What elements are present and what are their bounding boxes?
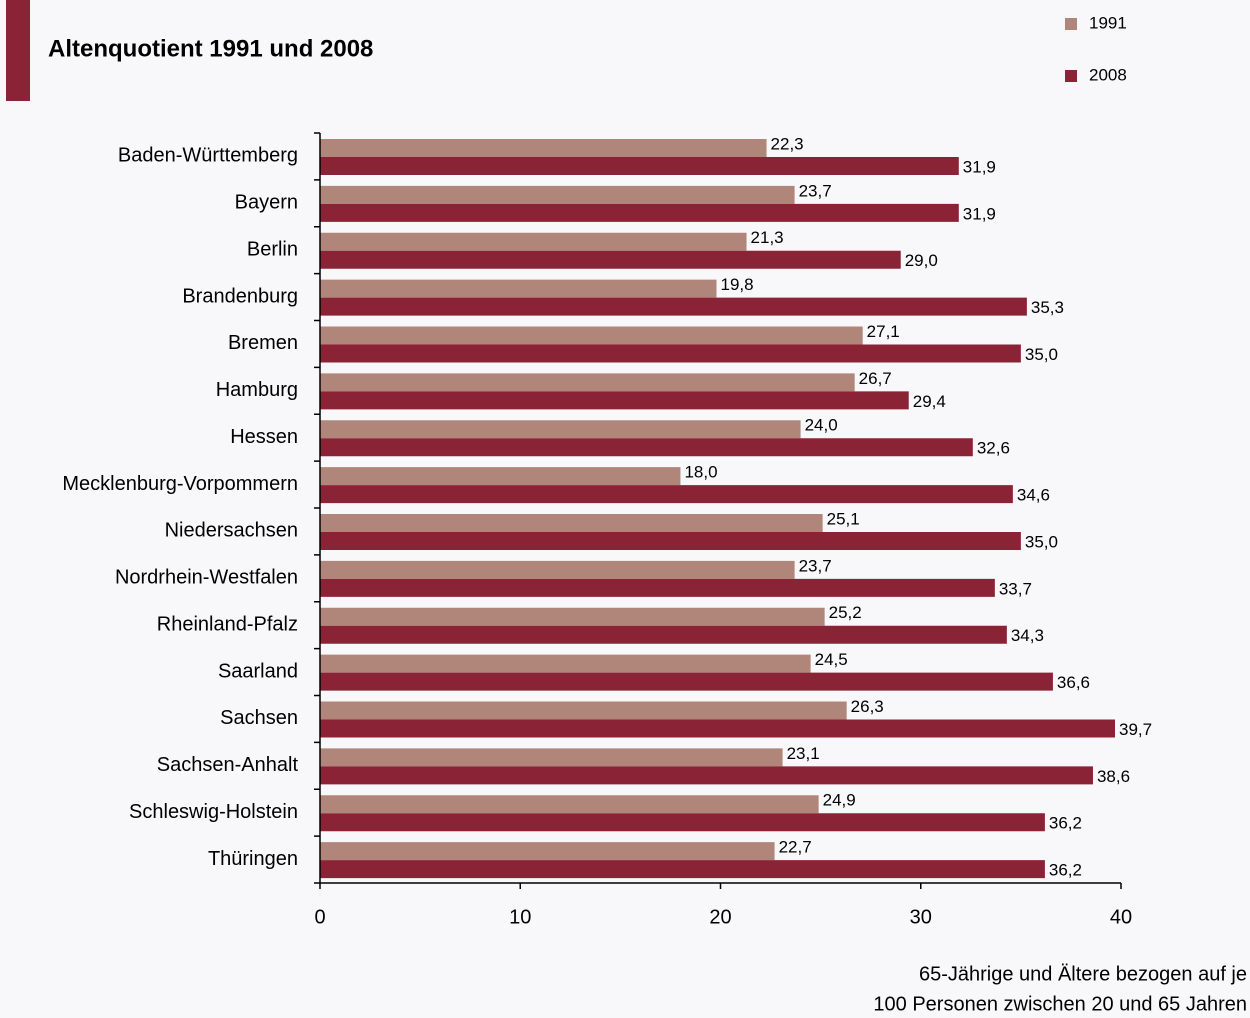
bar <box>320 438 973 457</box>
value-label: 26,7 <box>859 369 892 388</box>
y-tick-label: Bremen <box>228 332 298 354</box>
y-tick-label: Berlin <box>247 238 298 260</box>
x-tick-label: 10 <box>509 906 531 928</box>
bar <box>320 139 767 157</box>
bar <box>320 748 783 767</box>
bar <box>320 560 795 579</box>
value-label: 39,7 <box>1119 720 1152 739</box>
value-label: 23,7 <box>799 181 832 200</box>
value-label: 36,2 <box>1049 814 1082 833</box>
y-tick-label: Rheinland-Pfalz <box>157 613 298 635</box>
bar <box>320 795 819 814</box>
bar <box>320 185 795 204</box>
value-label: 34,3 <box>1011 626 1044 645</box>
y-tick-label: Thüringen <box>208 848 298 870</box>
y-tick-label: Baden-Württemberg <box>118 145 298 167</box>
value-label: 24,9 <box>823 791 856 810</box>
bar <box>320 485 1013 504</box>
value-label: 25,2 <box>829 603 862 622</box>
x-axis-label: 100 Personen zwischen 20 und 65 Jahren <box>873 993 1247 1015</box>
value-label: 21,3 <box>751 228 784 247</box>
bar <box>320 279 717 298</box>
value-label: 26,3 <box>851 697 884 716</box>
y-tick-label: Saarland <box>218 660 298 682</box>
bar <box>320 157 959 175</box>
bar <box>320 607 825 626</box>
value-label: 31,9 <box>963 157 996 176</box>
legend-swatch <box>1065 70 1077 82</box>
legend-label: 2008 <box>1089 65 1127 84</box>
bar <box>320 514 823 532</box>
value-label: 36,6 <box>1057 673 1090 692</box>
y-tick-label: Sachsen-Anhalt <box>157 754 299 776</box>
x-tick-label: 30 <box>910 906 932 928</box>
y-tick-label: Bayern <box>235 192 298 214</box>
value-label: 25,1 <box>827 509 860 528</box>
bar <box>320 344 1021 363</box>
value-label: 31,9 <box>963 204 996 223</box>
bar <box>320 813 1045 832</box>
y-tick-label: Nordrhein-Westfalen <box>115 567 298 589</box>
title-accent <box>6 0 30 101</box>
y-tick-label: Hessen <box>230 426 298 448</box>
bar <box>320 467 681 486</box>
bar <box>320 203 959 222</box>
bar <box>320 532 1021 550</box>
bar <box>320 326 863 345</box>
value-label: 33,7 <box>999 579 1032 598</box>
legend-swatch <box>1065 18 1077 30</box>
value-label: 35,0 <box>1025 345 1058 364</box>
x-axis-label: 65-Jährige und Ältere bezogen auf je <box>919 963 1247 985</box>
bar <box>320 420 801 439</box>
y-tick-label: Niedersachsen <box>165 520 298 542</box>
value-label: 24,0 <box>805 416 838 435</box>
value-label: 34,6 <box>1017 486 1050 505</box>
y-tick-label: Hamburg <box>216 379 298 401</box>
x-tick-label: 20 <box>709 906 731 928</box>
value-label: 23,1 <box>787 744 820 763</box>
source: Quelle: Fortschreibung des Bevölkerungss… <box>25 1015 396 1018</box>
bar <box>320 860 1045 879</box>
bar <box>320 842 775 861</box>
bar <box>320 232 747 251</box>
value-label: 23,7 <box>799 556 832 575</box>
y-tick-label: Brandenburg <box>182 285 298 307</box>
value-label: 18,0 <box>684 463 717 482</box>
bar <box>320 654 811 673</box>
bar <box>320 701 847 720</box>
y-tick-label: Sachsen <box>220 707 298 729</box>
bar <box>320 625 1007 644</box>
bar <box>320 766 1093 785</box>
value-label: 35,3 <box>1031 298 1064 317</box>
value-label: 22,7 <box>779 838 812 857</box>
bar <box>320 719 1115 738</box>
bar <box>320 250 901 269</box>
value-label: 27,1 <box>867 322 900 341</box>
x-tick-label: 40 <box>1110 906 1132 928</box>
bar <box>320 373 855 392</box>
value-label: 22,3 <box>771 134 804 153</box>
y-tick-label: Schleswig-Holstein <box>129 801 298 823</box>
bar <box>320 578 995 597</box>
value-label: 19,8 <box>720 275 753 294</box>
bar <box>320 672 1053 691</box>
bar <box>320 297 1027 316</box>
value-label: 35,0 <box>1025 532 1058 551</box>
value-label: 36,2 <box>1049 861 1082 880</box>
value-label: 29,4 <box>913 392 946 411</box>
value-label: 32,6 <box>977 439 1010 458</box>
bar <box>320 391 909 410</box>
legend-label: 1991 <box>1089 13 1127 32</box>
chart-title: Altenquotient 1991 und 2008 <box>48 35 373 62</box>
value-label: 29,0 <box>905 251 938 270</box>
value-label: 24,5 <box>815 650 848 669</box>
value-label: 38,6 <box>1097 767 1130 786</box>
x-tick-label: 0 <box>314 906 325 928</box>
y-tick-label: Mecklenburg-Vorpommern <box>62 473 298 495</box>
